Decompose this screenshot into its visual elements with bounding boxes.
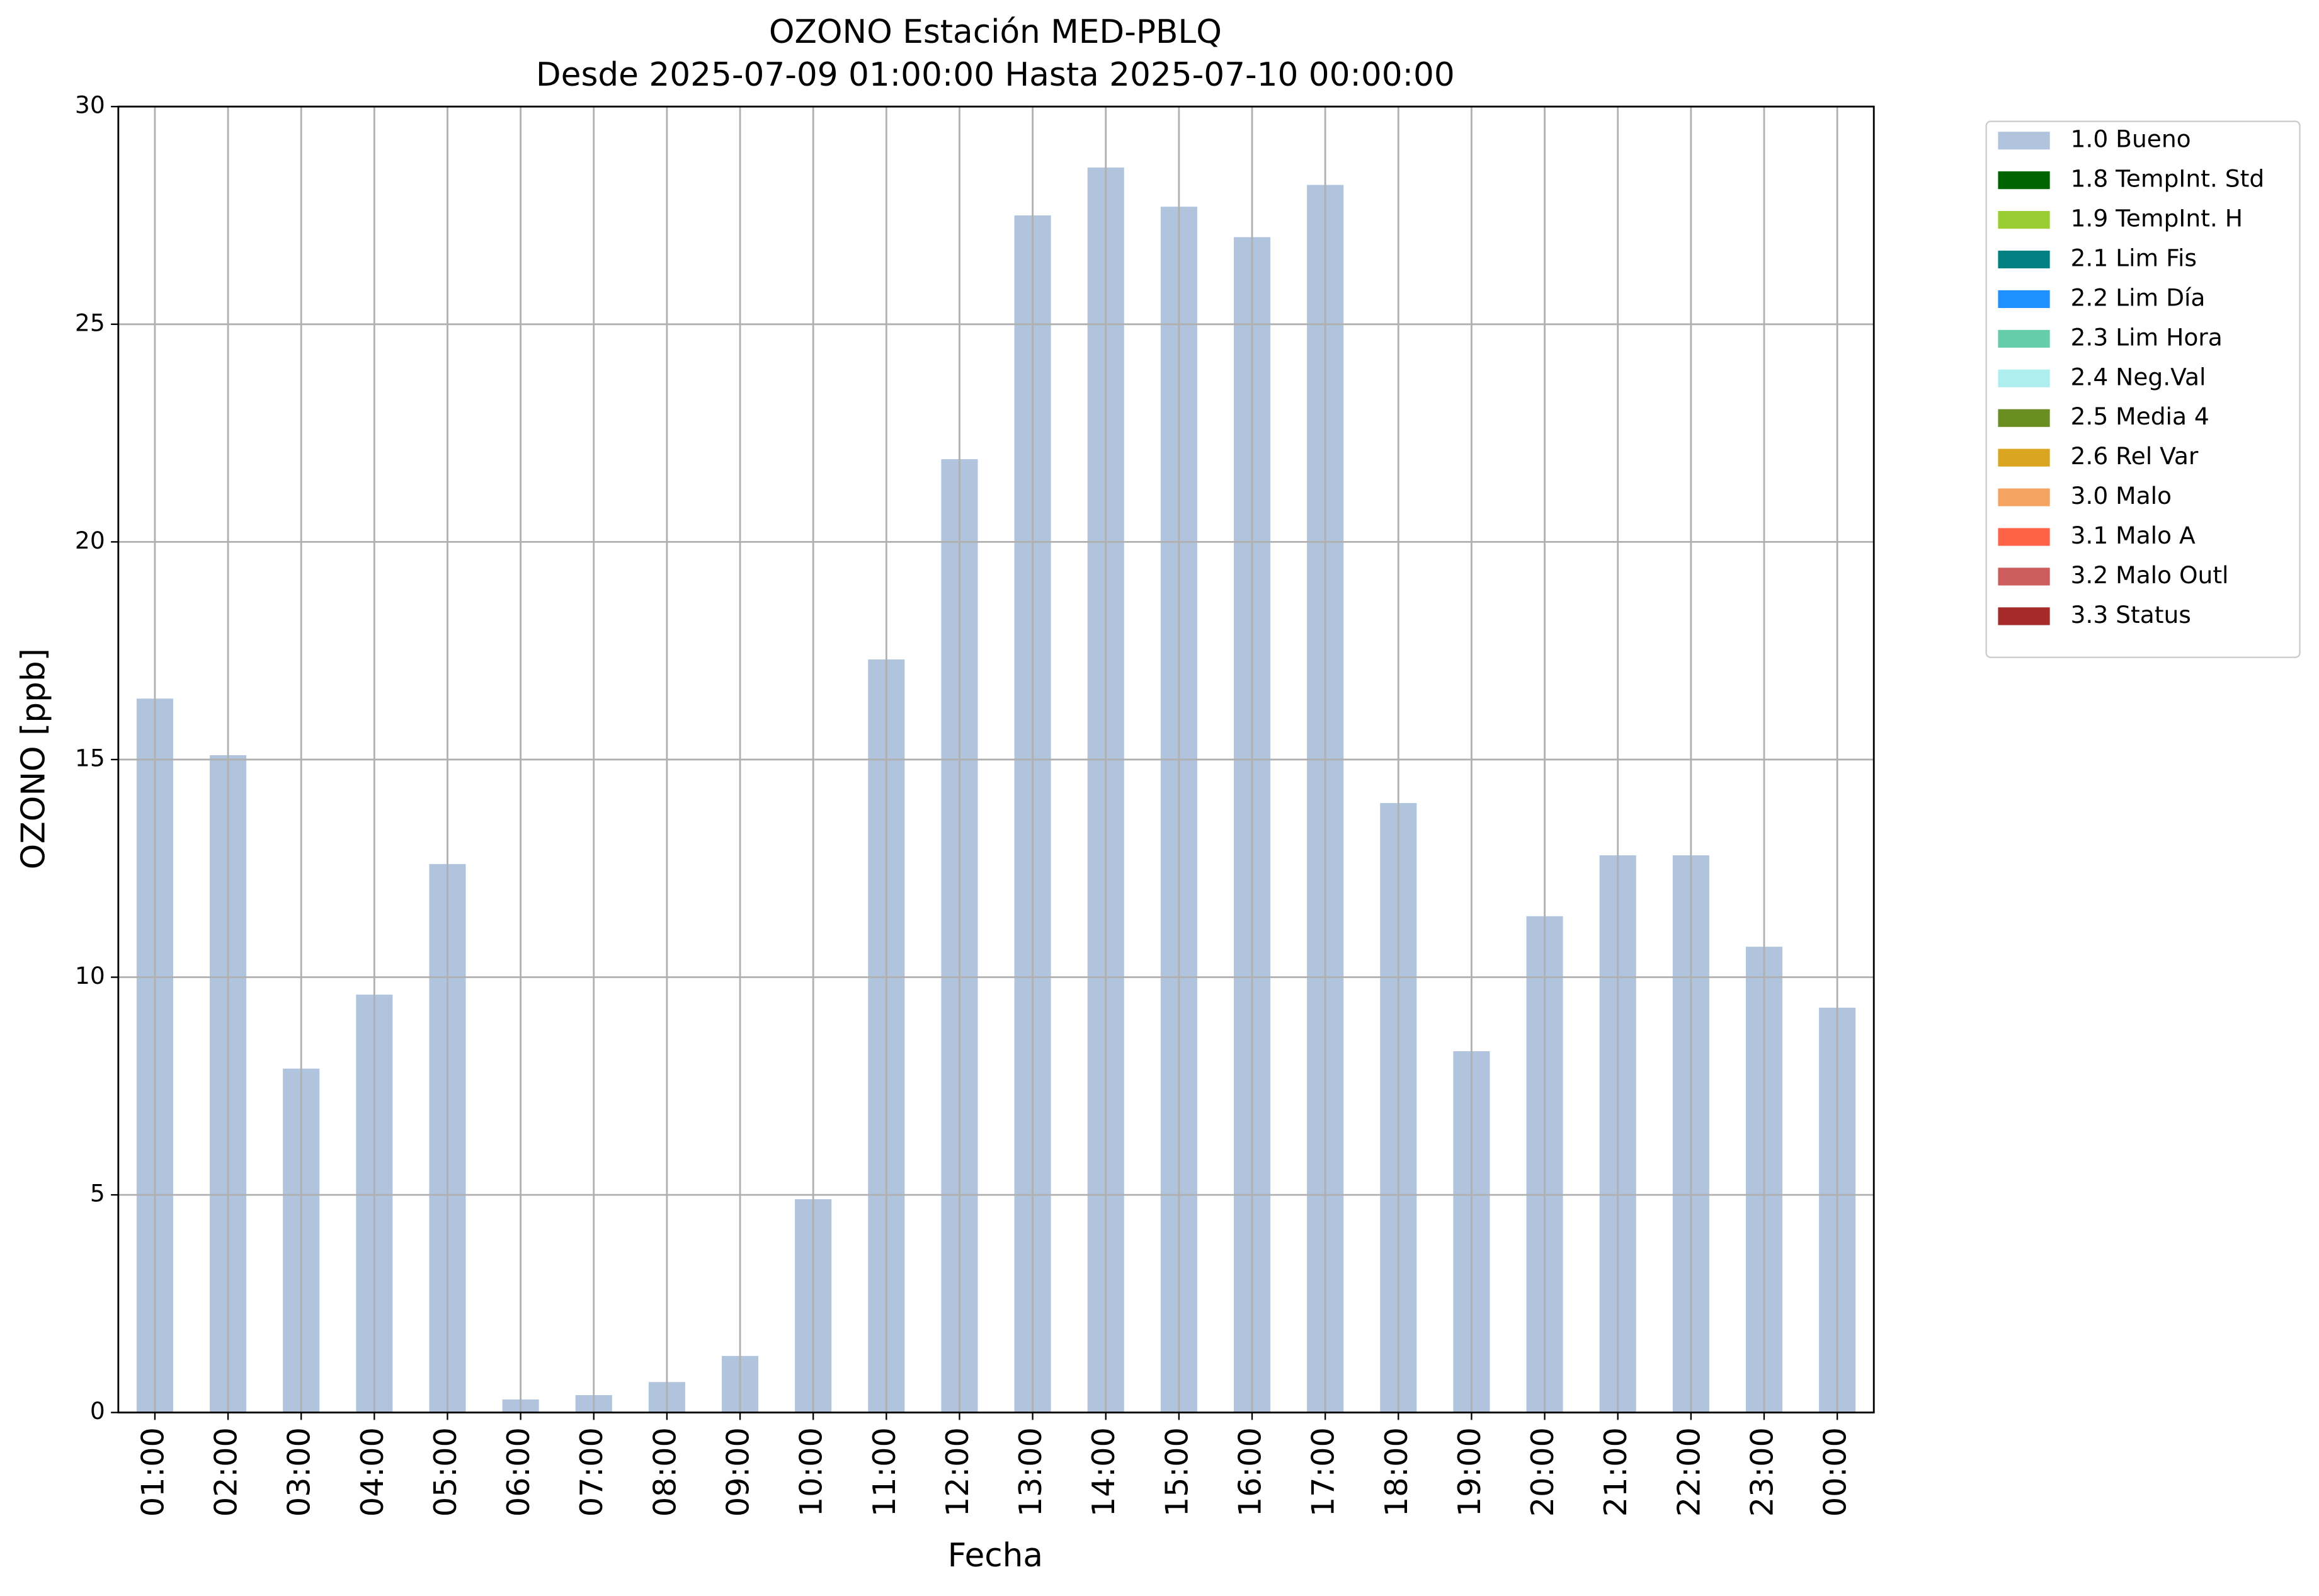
legend-label: 1.9 TempInt. H: [2071, 205, 2243, 232]
x-tick-label: 03:00: [281, 1427, 317, 1517]
legend-swatch: [1998, 250, 2050, 269]
legend-label: 1.8 TempInt. Std: [2071, 165, 2265, 193]
chart-title: OZONO Estación MED-PBLQ: [769, 13, 1222, 51]
legend-label: 2.2 Lim Día: [2071, 283, 2206, 311]
x-tick-label: 13:00: [1012, 1427, 1049, 1517]
y-tick-label: 10: [75, 962, 105, 989]
legend-swatch: [1998, 528, 2050, 546]
x-tick-label: 15:00: [1158, 1427, 1195, 1517]
y-tick-label: 0: [90, 1397, 105, 1425]
x-tick-label: 23:00: [1743, 1427, 1780, 1517]
x-tick-label: 22:00: [1670, 1427, 1707, 1517]
x-tick-label: 07:00: [573, 1427, 610, 1517]
x-tick-label: 19:00: [1451, 1427, 1488, 1517]
legend-swatch: [1998, 488, 2050, 506]
legend-label: 2.1 Lim Fis: [2071, 244, 2197, 272]
legend-label: 3.1 Malo A: [2071, 522, 2196, 549]
legend-swatch: [1998, 607, 2050, 625]
legend-label: 3.2 Malo Outl: [2071, 561, 2229, 589]
x-tick-label: 00:00: [1817, 1427, 1854, 1517]
x-tick-label: 10:00: [793, 1427, 829, 1517]
plot-frame: [117, 105, 1875, 1414]
legend-label: 3.3 Status: [2071, 601, 2191, 629]
x-tick-label: 17:00: [1305, 1427, 1342, 1517]
y-tick-label: 25: [75, 309, 105, 336]
legend-swatch: [1998, 567, 2050, 586]
x-tick-label: 16:00: [1232, 1427, 1268, 1517]
x-tick-label: 11:00: [866, 1427, 903, 1517]
y-tick-label: 15: [75, 744, 105, 772]
legend-swatch: [1998, 409, 2050, 427]
x-tick-label: 08:00: [646, 1427, 683, 1517]
legend-swatch: [1998, 210, 2050, 229]
legend-swatch: [1998, 290, 2050, 309]
legend-swatch: [1998, 329, 2050, 348]
y-tick-label: 30: [75, 91, 105, 119]
legend-swatch: [1998, 171, 2050, 190]
y-tick-label: 5: [90, 1180, 105, 1207]
x-tick-label: 20:00: [1524, 1427, 1561, 1517]
x-tick-label: 02:00: [208, 1427, 244, 1517]
legend-label: 1.0 Bueno: [2071, 125, 2191, 153]
legend-label: 2.4 Neg.Val: [2071, 363, 2206, 390]
legend-box: [1985, 120, 2301, 658]
x-tick-label: 01:00: [134, 1427, 171, 1517]
chart-subtitle: Desde 2025-07-09 01:00:00 Hasta 2025-07-…: [536, 56, 1455, 94]
y-axis-label: OZONO [ppb]: [14, 648, 52, 869]
legend-swatch: [1998, 132, 2050, 150]
legend-swatch: [1998, 369, 2050, 387]
legend-label: 2.6 Rel Var: [2071, 442, 2199, 470]
x-tick-label: 18:00: [1378, 1427, 1415, 1517]
x-tick-label: 21:00: [1597, 1427, 1634, 1517]
x-tick-label: 14:00: [1085, 1427, 1122, 1517]
x-axis-label: Fecha: [948, 1537, 1043, 1575]
x-tick-label: 12:00: [939, 1427, 976, 1517]
x-tick-label: 04:00: [354, 1427, 390, 1517]
legend-label: 2.3 Lim Hora: [2071, 323, 2223, 351]
legend-label: 2.5 Media 4: [2071, 402, 2209, 430]
legend-label: 3.0 Malo: [2071, 482, 2172, 510]
x-tick-label: 09:00: [720, 1427, 756, 1517]
x-tick-label: 05:00: [427, 1427, 464, 1517]
x-tick-label: 06:00: [500, 1427, 537, 1517]
legend-swatch: [1998, 448, 2050, 467]
y-tick-label: 20: [75, 527, 105, 554]
